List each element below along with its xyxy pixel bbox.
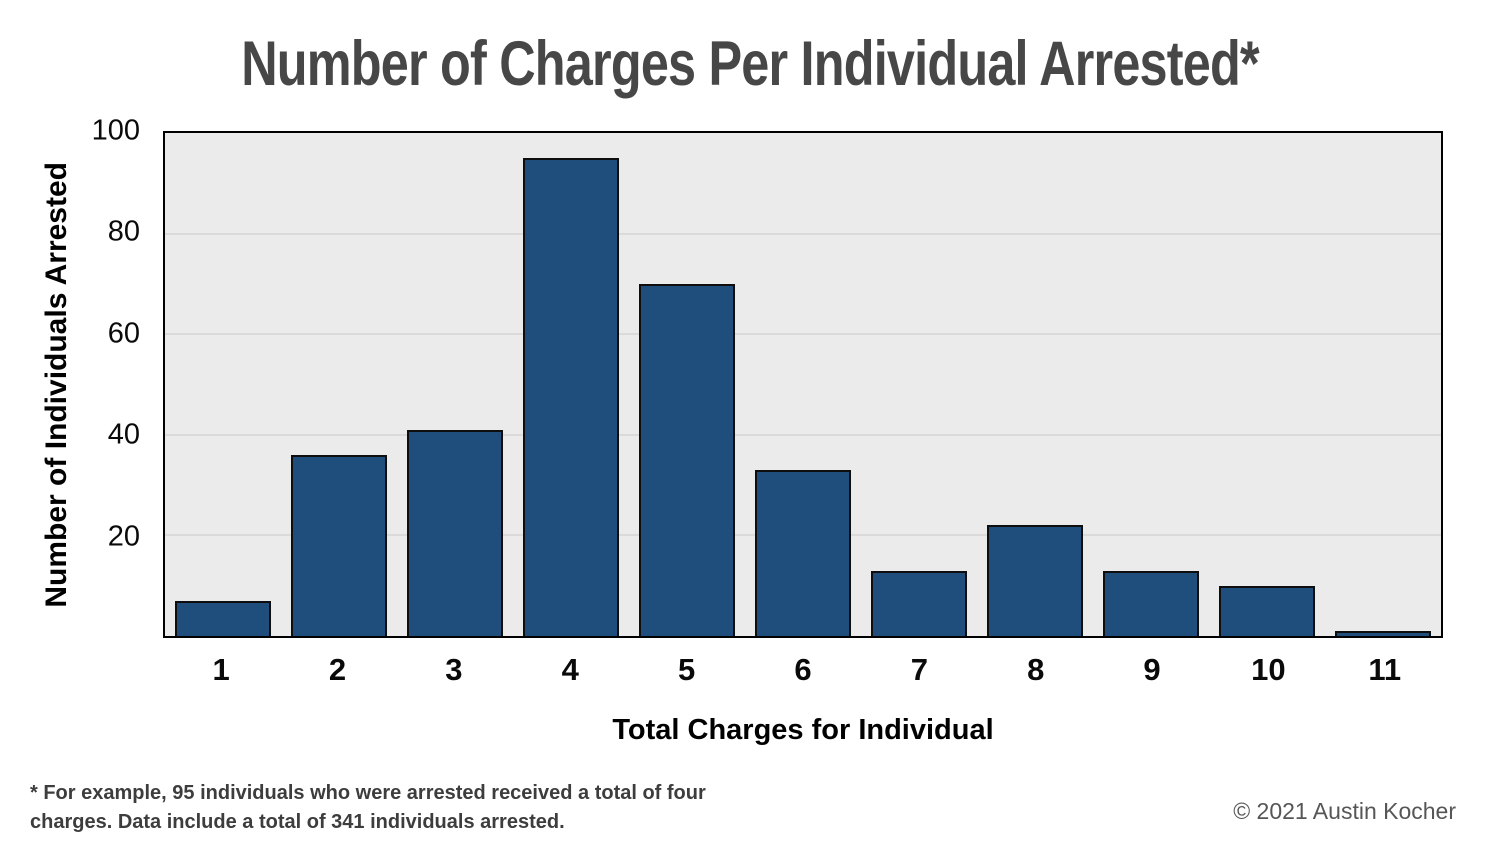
plot-area: [163, 131, 1443, 638]
bar-slot-7: [861, 133, 977, 636]
x-tick-1: 1: [212, 652, 230, 687]
x-tick-4: 4: [561, 652, 579, 687]
bar-4: [523, 158, 619, 636]
bar-9: [1103, 570, 1199, 636]
bars-layer: [165, 133, 1441, 636]
bar-slot-1: [165, 133, 281, 636]
y-tick-100: 100: [91, 114, 140, 147]
bar-slot-3: [397, 133, 513, 636]
bar-slot-6: [745, 133, 861, 636]
x-tick-10: 10: [1251, 652, 1286, 687]
bar-2: [291, 454, 387, 636]
bar-3: [407, 429, 503, 636]
y-axis-ticks: 20 40 60 80 100: [0, 115, 150, 638]
bar-slot-2: [281, 133, 397, 636]
bar-10: [1219, 585, 1315, 636]
chart-title: Number of Charges Per Individual Arreste…: [0, 28, 1500, 100]
bar-slot-10: [1209, 133, 1325, 636]
bar-slot-9: [1093, 133, 1209, 636]
bar-7: [871, 570, 967, 636]
bar-8: [987, 525, 1083, 636]
copyright: © 2021 Austin Kocher: [1233, 798, 1456, 824]
x-axis-ticks: 1 2 3 4 5 6 7 8 9 10 11: [163, 652, 1443, 688]
x-tick-5: 5: [677, 652, 696, 687]
bar-5: [639, 283, 735, 636]
bar-slot-8: [977, 133, 1093, 636]
footnote-line-1: * For example, 95 individuals who were a…: [30, 782, 706, 804]
y-tick-80: 80: [107, 215, 140, 248]
x-axis-title: Total Charges for Individual: [612, 714, 994, 746]
x-tick-9: 9: [1143, 652, 1161, 687]
bar-slot-5: [629, 133, 745, 636]
gridline-80: [165, 233, 1441, 235]
x-tick-2: 2: [328, 652, 347, 687]
bar-slot-4: [513, 133, 629, 636]
x-tick-11: 11: [1368, 652, 1402, 687]
bar-11: [1335, 630, 1431, 636]
footnote-line-2: charges. Data include a total of 341 ind…: [30, 811, 565, 833]
y-tick-20: 20: [107, 520, 140, 553]
bar-1: [175, 600, 271, 636]
gridline-40: [165, 434, 1441, 436]
footnote: * For example, 95 individuals who were a…: [30, 779, 706, 837]
y-tick-60: 60: [107, 317, 140, 350]
bar-6: [755, 470, 851, 636]
x-tick-6: 6: [794, 652, 812, 687]
x-tick-3: 3: [445, 652, 463, 687]
x-tick-7: 7: [910, 652, 928, 687]
y-tick-40: 40: [107, 418, 140, 451]
bar-slot-11: [1325, 133, 1441, 636]
chart-title-text: Number of Charges Per Individual Arreste…: [241, 29, 1259, 99]
x-tick-8: 8: [1027, 652, 1045, 687]
gridline-60: [165, 333, 1441, 335]
